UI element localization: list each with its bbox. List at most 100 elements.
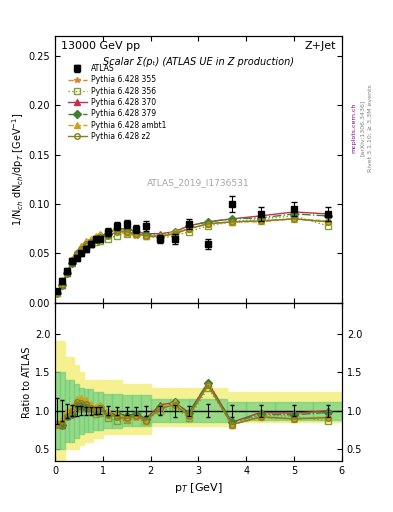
Pythia 6.428 z2 <box>187 226 191 232</box>
Pythia 6.428 ambt1 <box>125 229 129 235</box>
Pythia 6.428 ambt1 <box>187 226 191 232</box>
Pythia 6.428 z2 <box>158 233 163 240</box>
Pythia 6.428 z2 <box>206 221 210 227</box>
Pythia 6.428 z2 <box>258 218 263 224</box>
Pythia 6.428 355 <box>70 259 74 265</box>
Pythia 6.428 z2 <box>60 282 64 288</box>
Pythia 6.428 355 <box>230 219 234 225</box>
Pythia 6.428 356 <box>55 290 60 296</box>
Pythia 6.428 355 <box>88 239 93 245</box>
Pythia 6.428 379 <box>158 232 163 239</box>
Pythia 6.428 379 <box>74 252 79 259</box>
Text: 13000 GeV pp: 13000 GeV pp <box>61 41 140 51</box>
Pythia 6.428 z2 <box>64 270 69 276</box>
Pythia 6.428 z2 <box>79 245 84 251</box>
Pythia 6.428 370 <box>79 247 84 253</box>
Pythia 6.428 370 <box>187 223 191 229</box>
Pythia 6.428 z2 <box>125 229 129 235</box>
Pythia 6.428 356 <box>143 232 148 239</box>
Pythia 6.428 370 <box>143 230 148 237</box>
Pythia 6.428 355 <box>187 226 191 232</box>
Pythia 6.428 356 <box>206 223 210 229</box>
Pythia 6.428 356 <box>292 213 296 219</box>
Text: Scalar Σ(pₜ) (ATLAS UE in Z production): Scalar Σ(pₜ) (ATLAS UE in Z production) <box>103 57 294 67</box>
Pythia 6.428 379 <box>88 239 93 245</box>
Pythia 6.428 379 <box>98 232 103 239</box>
Pythia 6.428 379 <box>134 229 139 235</box>
Pythia 6.428 356 <box>125 230 129 237</box>
Pythia 6.428 356 <box>258 216 263 222</box>
Pythia 6.428 356 <box>187 229 191 235</box>
Pythia 6.428 379 <box>258 215 263 221</box>
Line: Pythia 6.428 355: Pythia 6.428 355 <box>55 216 331 296</box>
Pythia 6.428 z2 <box>115 229 119 235</box>
Pythia 6.428 356 <box>98 238 103 244</box>
Pythia 6.428 355 <box>172 230 177 237</box>
Pythia 6.428 379 <box>84 243 88 249</box>
Pythia 6.428 355 <box>93 236 98 242</box>
Pythia 6.428 370 <box>60 282 64 288</box>
Pythia 6.428 356 <box>70 259 74 265</box>
Pythia 6.428 z2 <box>230 219 234 225</box>
Pythia 6.428 356 <box>105 236 110 242</box>
Pythia 6.428 356 <box>93 239 98 245</box>
Pythia 6.428 356 <box>60 282 64 288</box>
Pythia 6.428 370 <box>70 260 74 266</box>
Pythia 6.428 379 <box>64 270 69 276</box>
Pythia 6.428 z2 <box>98 233 103 240</box>
Pythia 6.428 z2 <box>84 241 88 247</box>
Pythia 6.428 ambt1 <box>60 280 64 286</box>
Pythia 6.428 z2 <box>55 290 60 296</box>
Legend: ATLAS, Pythia 6.428 355, Pythia 6.428 356, Pythia 6.428 370, Pythia 6.428 379, P: ATLAS, Pythia 6.428 355, Pythia 6.428 35… <box>64 61 169 144</box>
Pythia 6.428 356 <box>115 232 119 239</box>
Pythia 6.428 356 <box>88 241 93 247</box>
Pythia 6.428 z2 <box>70 259 74 265</box>
Text: Z+Jet: Z+Jet <box>305 41 336 51</box>
Pythia 6.428 355 <box>60 282 64 288</box>
Pythia 6.428 370 <box>105 230 110 237</box>
Pythia 6.428 ambt1 <box>206 221 210 227</box>
Pythia 6.428 355 <box>325 219 330 225</box>
Pythia 6.428 356 <box>230 219 234 225</box>
Pythia 6.428 355 <box>74 250 79 257</box>
Pythia 6.428 370 <box>292 209 296 215</box>
Pythia 6.428 ambt1 <box>93 232 98 239</box>
Pythia 6.428 ambt1 <box>134 230 139 237</box>
Line: Pythia 6.428 ambt1: Pythia 6.428 ambt1 <box>55 216 331 296</box>
Pythia 6.428 356 <box>134 230 139 237</box>
Pythia 6.428 356 <box>74 252 79 259</box>
Pythia 6.428 370 <box>98 232 103 239</box>
Pythia 6.428 355 <box>79 245 84 251</box>
Pythia 6.428 ambt1 <box>88 236 93 242</box>
Text: mcplots.cern.ch: mcplots.cern.ch <box>352 103 357 153</box>
Pythia 6.428 ambt1 <box>74 248 79 254</box>
Pythia 6.428 370 <box>93 236 98 242</box>
Line: Pythia 6.428 379: Pythia 6.428 379 <box>55 211 331 296</box>
Pythia 6.428 379 <box>115 226 119 232</box>
Pythia 6.428 379 <box>143 230 148 237</box>
Pythia 6.428 370 <box>125 226 129 232</box>
Pythia 6.428 355 <box>258 219 263 225</box>
Pythia 6.428 379 <box>93 236 98 242</box>
Pythia 6.428 z2 <box>134 230 139 237</box>
Pythia 6.428 z2 <box>88 239 93 245</box>
Pythia 6.428 ambt1 <box>258 218 263 224</box>
Text: [arXiv:1306.3436]: [arXiv:1306.3436] <box>360 100 365 156</box>
Pythia 6.428 355 <box>292 216 296 222</box>
Pythia 6.428 z2 <box>292 216 296 222</box>
Pythia 6.428 ambt1 <box>98 230 103 237</box>
Pythia 6.428 370 <box>172 229 177 235</box>
Pythia 6.428 355 <box>105 232 110 239</box>
Pythia 6.428 370 <box>64 270 69 276</box>
Pythia 6.428 370 <box>230 216 234 222</box>
Pythia 6.428 379 <box>105 230 110 237</box>
Pythia 6.428 370 <box>258 213 263 219</box>
Pythia 6.428 379 <box>292 211 296 217</box>
Pythia 6.428 379 <box>60 282 64 288</box>
Line: Pythia 6.428 370: Pythia 6.428 370 <box>55 209 331 296</box>
Pythia 6.428 379 <box>55 290 60 296</box>
Pythia 6.428 z2 <box>172 230 177 237</box>
Pythia 6.428 379 <box>125 226 129 232</box>
Pythia 6.428 z2 <box>325 219 330 225</box>
Pythia 6.428 379 <box>206 219 210 225</box>
